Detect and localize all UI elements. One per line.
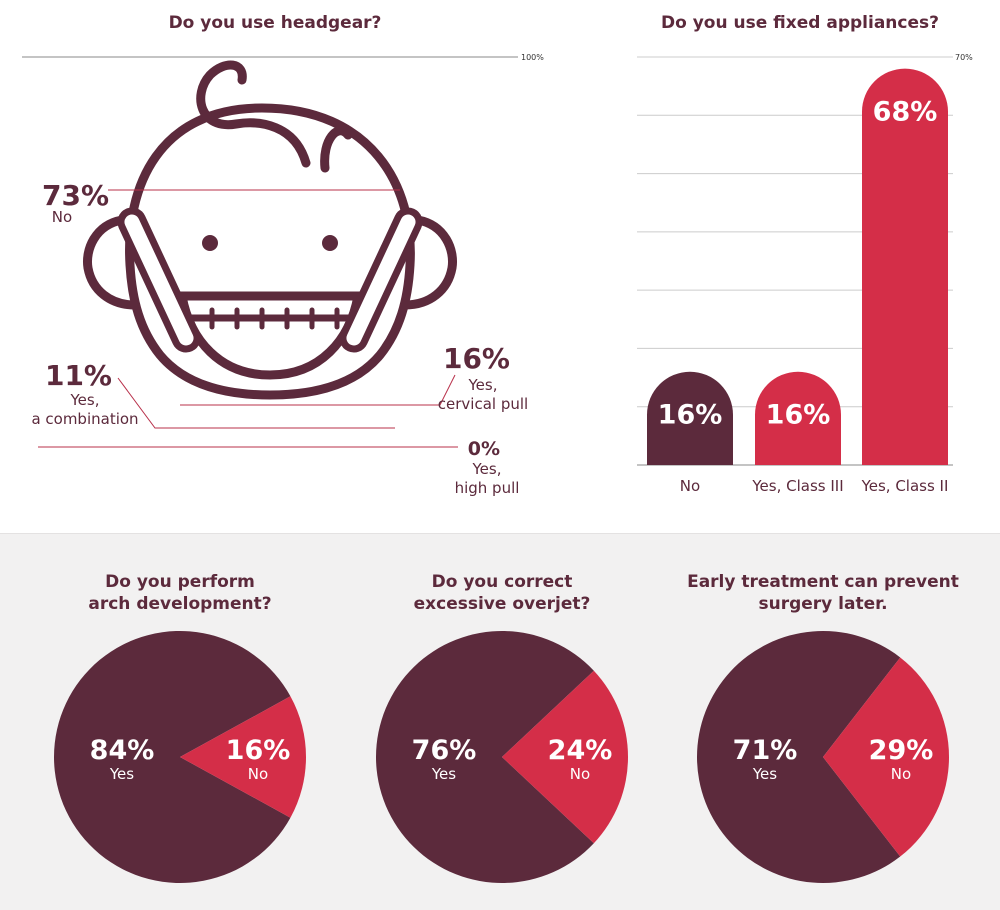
- left-eye: [202, 235, 218, 251]
- headgear-value-label: 16%: [443, 342, 510, 375]
- headgear-value-label: 73%: [42, 179, 109, 212]
- pie-yes-label: Yes: [752, 765, 777, 783]
- headgear-left-strap: [117, 207, 201, 353]
- fixed-appliances-chart: 70% 16% No 16% Yes, Class III 68% Yes, Class I…: [637, 53, 973, 495]
- pie-no-label: No: [248, 765, 268, 783]
- pie-title-line: excessive overjet?: [413, 594, 591, 614]
- fixed-bar: [647, 371, 733, 465]
- fixed-category-label: No: [680, 477, 700, 495]
- pie-slice-no: [180, 696, 307, 818]
- pie-no-value: 16%: [226, 735, 291, 766]
- headgear-category-label: Yes,: [468, 376, 498, 394]
- headgear-title: Do you use headgear?: [168, 13, 382, 33]
- headgear-leader-line: [117, 377, 395, 429]
- headgear-leader-line: [180, 374, 456, 406]
- pie-title-line: surgery later.: [758, 594, 888, 614]
- fixed-bar-value-label: 68%: [873, 97, 938, 128]
- pie-no-value: 29%: [869, 735, 934, 766]
- fixed-axis-max-label: 70%: [955, 53, 973, 62]
- hair-strand: [320, 126, 353, 173]
- pie-title-line: Do you correct: [431, 572, 573, 592]
- headgear-axis-max-label: 100%: [521, 53, 544, 62]
- pie-slice-yes: [54, 631, 291, 883]
- pie-slice-no: [502, 670, 628, 844]
- pie-yes-label: Yes: [109, 765, 134, 783]
- pie-title: Do you perform arch development?: [10, 571, 350, 615]
- fixed-category-label: Yes, Class III: [751, 477, 843, 495]
- right-ear: [400, 215, 458, 310]
- headgear-category-label: a combination: [31, 410, 138, 428]
- headgear-category-label: cervical pull: [438, 395, 528, 413]
- pie-slice-yes: [697, 631, 901, 883]
- headgear-value-label: 0%: [468, 438, 500, 460]
- mouth: [176, 291, 364, 380]
- pie-title-line: Do you perform: [105, 572, 255, 592]
- left-ear: [82, 215, 140, 310]
- pie-yes-value: 84%: [90, 735, 155, 766]
- headgear-value-label: 11%: [45, 359, 112, 392]
- pie-title-line: arch development?: [88, 594, 272, 614]
- headgear-category-label: No: [52, 208, 72, 226]
- pie-no-value: 24%: [548, 735, 613, 766]
- pie-yes-value: 76%: [412, 735, 477, 766]
- face-head-outline: [125, 103, 415, 400]
- pie-title: Early treatment can prevent surgery later…: [653, 571, 993, 615]
- pie-title-line: Early treatment can prevent: [687, 572, 959, 592]
- fixed-category-label: Yes, Class II: [861, 477, 949, 495]
- headgear-category-label: high pull: [455, 479, 520, 497]
- pie-yes-label: Yes: [431, 765, 456, 783]
- headgear-leader-lines: [38, 189, 458, 448]
- pie-slice-no: [823, 657, 949, 857]
- hair-curl: [196, 60, 311, 168]
- fixed-bar-value-label: 16%: [766, 400, 831, 431]
- fixed-title: Do you use fixed appliances?: [661, 13, 939, 33]
- pie-no-label: No: [570, 765, 590, 783]
- fixed-bar: [755, 371, 841, 465]
- right-eye: [322, 235, 338, 251]
- fixed-bar: [862, 68, 948, 466]
- teeth-ticks: [209, 307, 340, 330]
- headgear-category-label: Yes,: [472, 460, 502, 478]
- headgear-right-strap: [339, 207, 423, 353]
- pie-slice-yes: [376, 631, 594, 883]
- pie-title: Do you correct excessive overjet?: [332, 571, 672, 615]
- fixed-bar-value-label: 16%: [658, 400, 723, 431]
- pie-yes-value: 71%: [733, 735, 798, 766]
- headgear-category-label: Yes,: [70, 391, 100, 409]
- pie-no-label: No: [891, 765, 911, 783]
